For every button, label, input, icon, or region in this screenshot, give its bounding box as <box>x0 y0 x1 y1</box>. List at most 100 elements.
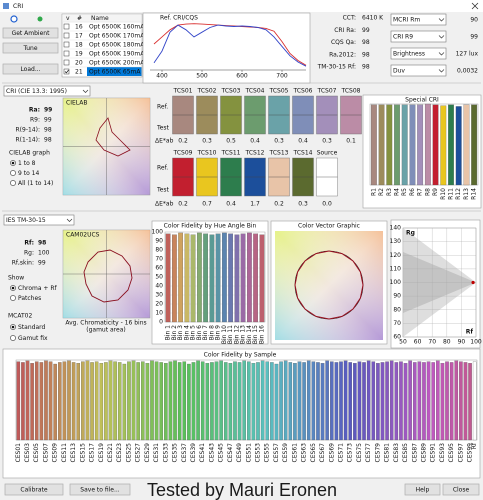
delta-value: 1.7 <box>250 201 260 208</box>
bar <box>366 360 371 441</box>
checkbox[interactable] <box>63 68 70 75</box>
x-tick-label: R4 <box>394 188 401 196</box>
x-tick-label: 80 <box>443 339 451 346</box>
bar <box>417 361 422 441</box>
radio-button[interactable] <box>10 170 16 176</box>
button[interactable] <box>2 42 59 54</box>
plot-area <box>369 103 479 186</box>
dropdown[interactable] <box>3 214 75 226</box>
bar <box>436 360 440 441</box>
status-indicator <box>37 16 43 22</box>
radio-label: Gamut fix <box>18 335 48 342</box>
row-name: Opt 6500K 160mA <box>89 24 145 31</box>
bar <box>16 361 21 441</box>
selector-value: 127 lux <box>456 51 479 58</box>
bar <box>21 362 25 441</box>
button[interactable] <box>4 483 64 496</box>
bar <box>293 363 297 441</box>
bar <box>378 104 385 186</box>
x-tick-label: CES27 <box>135 443 142 463</box>
button[interactable] <box>404 483 441 496</box>
selector-value: 0,0032 <box>457 68 478 75</box>
bar <box>140 361 145 441</box>
button-label: Close <box>453 487 470 494</box>
y-tick-label: 60 <box>155 265 163 272</box>
plot-title: CAM02UCS <box>66 232 100 239</box>
radio-button[interactable] <box>10 180 16 186</box>
x-tick-label: Bin 11 <box>227 325 234 344</box>
bar <box>256 362 260 441</box>
y-tick-label: 30 <box>155 292 163 299</box>
bar <box>136 362 140 441</box>
y-tick-label: 50 <box>155 274 163 281</box>
checkbox[interactable] <box>63 50 70 57</box>
dropdown-value: CRI R9 <box>393 34 413 41</box>
button[interactable] <box>69 483 131 496</box>
radio-button[interactable] <box>10 295 16 301</box>
stat-label: Rf,skin: <box>12 260 34 267</box>
stat-value: 99 <box>44 117 52 124</box>
x-tick-label: CES01 <box>15 443 22 463</box>
x-tick-label: 400 <box>156 73 168 80</box>
bar <box>472 361 477 441</box>
bar <box>99 363 104 441</box>
stat-label: Rg: <box>24 250 34 257</box>
x-tick-label: Rf <box>471 442 478 449</box>
swatch-label: TCS06 <box>293 88 313 95</box>
selector-value: 99 <box>470 34 478 41</box>
bar <box>104 362 108 441</box>
bar <box>357 361 362 441</box>
checkbox[interactable] <box>63 23 70 30</box>
delta-value: 0.3 <box>322 138 332 145</box>
bar <box>210 362 214 441</box>
y-tick-label: 110 <box>390 265 402 272</box>
swatch-row-label: Test <box>156 187 169 194</box>
row-number: 16 <box>75 24 83 31</box>
dropdown[interactable] <box>390 47 447 60</box>
bar <box>279 361 283 441</box>
bar <box>197 232 202 323</box>
window-title: CRI <box>13 3 23 10</box>
button[interactable] <box>2 27 59 39</box>
swatch-label: TCS12 <box>245 150 265 157</box>
gamut-polygon <box>83 249 133 303</box>
y-tick-label: 70 <box>155 256 163 263</box>
chart-title: Color Fidelity by Sample <box>204 352 277 359</box>
bar <box>380 362 385 441</box>
bar <box>448 104 454 186</box>
bar <box>81 361 85 441</box>
bar <box>417 104 424 186</box>
dropdown[interactable] <box>390 13 447 26</box>
x-tick-label: R8 <box>424 188 431 196</box>
bar <box>187 363 191 441</box>
x-tick-label: Bin 12 <box>233 325 240 344</box>
metric-label: Ra,2012: <box>329 51 356 58</box>
bar <box>274 363 279 441</box>
column-header: v <box>66 15 70 22</box>
checkbox[interactable] <box>63 32 70 39</box>
dropdown[interactable] <box>3 85 91 97</box>
close-icon[interactable] <box>471 2 479 10</box>
bar <box>454 360 459 441</box>
vector-polygon <box>294 250 364 320</box>
checkbox[interactable] <box>63 59 70 66</box>
radio-button[interactable] <box>10 335 16 341</box>
swatch-label: TCS02 <box>197 88 217 95</box>
status-indicator <box>10 15 18 23</box>
button[interactable] <box>442 483 480 496</box>
bar <box>165 233 171 323</box>
bar <box>399 361 403 441</box>
x-tick-label: CES63 <box>301 443 308 463</box>
bar <box>251 363 256 441</box>
y-tick-label: 80 <box>393 306 401 313</box>
row-number: 18 <box>75 42 83 49</box>
swatch-label: TCS03 <box>221 88 241 95</box>
button[interactable] <box>2 63 59 75</box>
bar <box>330 361 334 441</box>
bar <box>394 362 399 441</box>
dropdown[interactable] <box>390 30 447 43</box>
dropdown[interactable] <box>390 64 447 77</box>
bar <box>25 360 30 441</box>
x-tick-label: CES93 <box>439 443 446 463</box>
checkbox[interactable] <box>63 41 70 48</box>
